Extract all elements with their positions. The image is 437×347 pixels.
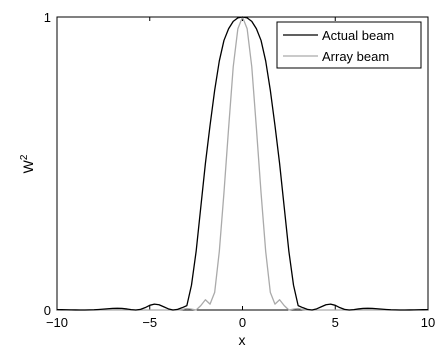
series-layer (56, 16, 429, 311)
x-tick-label: 0 (239, 315, 246, 330)
x-tick-label: −10 (46, 315, 68, 330)
svg-text:W2: W2 (19, 154, 36, 173)
y-axis-label: W2 (19, 154, 36, 173)
y-axis-label-superscript: 2 (19, 154, 30, 160)
x-axis-label: x (239, 332, 246, 347)
legend-box (276, 21, 422, 69)
x-axis-ticks: −10 −5 0 5 10 (46, 17, 435, 330)
series-line-actual-beam (56, 16, 429, 311)
legend-label-actual-beam: Actual beam (322, 28, 394, 43)
legend-label-array-beam: Array beam (322, 49, 389, 64)
x-tick-label: 5 (332, 315, 339, 330)
y-tick-label: 1 (44, 10, 51, 25)
y-axis-label-main: W (20, 159, 36, 173)
y-tick-label: 0 (44, 303, 51, 318)
legend: Actual beam Array beam (276, 21, 422, 69)
x-tick-label: 10 (421, 315, 435, 330)
x-tick-label: −5 (142, 315, 157, 330)
